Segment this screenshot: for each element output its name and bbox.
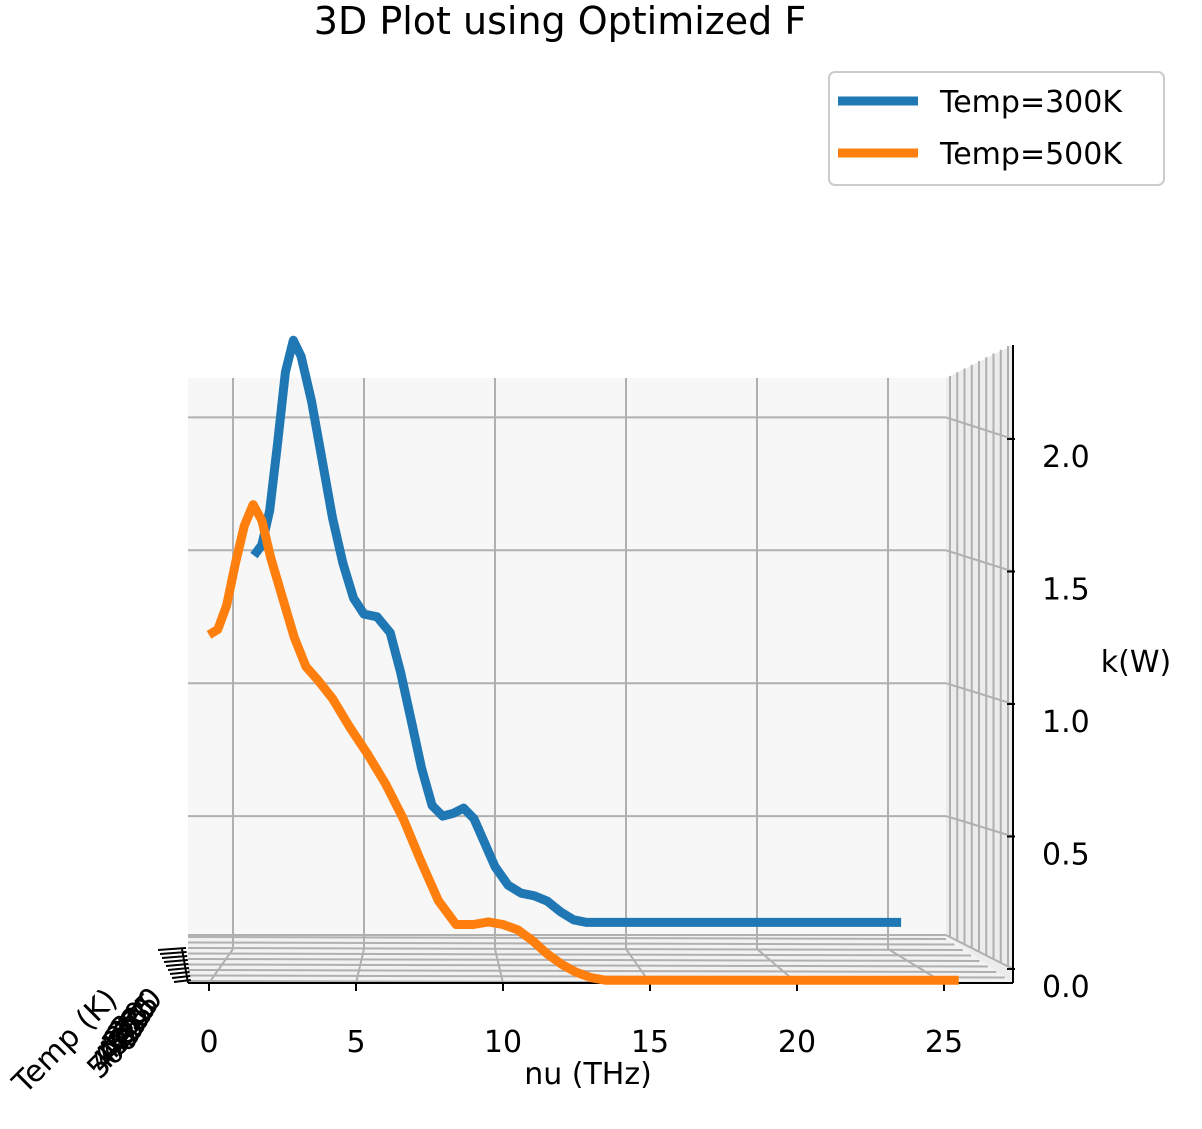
grid-depth-floor-2 — [187, 947, 963, 951]
chart-title: 3D Plot using Optimized F — [314, 0, 806, 43]
series-line-0 — [250, 335, 902, 927]
z-tick-label-2: 1.0 — [1042, 705, 1090, 740]
grid-depth-floor-3 — [187, 952, 972, 957]
temp-tick-3 — [163, 959, 188, 963]
series-lines — [206, 335, 959, 985]
grid-depth-floor-0 — [187, 936, 947, 940]
temp-tick-1 — [159, 951, 187, 955]
temp-tick-4 — [165, 963, 189, 967]
grid-depth-floor-6 — [187, 969, 997, 973]
grid-depth-floor-5 — [187, 963, 988, 968]
z-axis-label: k(W) — [1101, 645, 1171, 680]
grid-depth-floor-4 — [187, 958, 980, 962]
x-axis-label: nu (THz) — [524, 1057, 652, 1092]
x-tick-label-2: 10 — [484, 1025, 522, 1060]
grid-depth-floor-1 — [187, 941, 955, 946]
legend-label-temp-300k: Temp=300K — [939, 85, 1123, 120]
temp-tick-8 — [173, 979, 191, 983]
temp-axis-line — [181, 948, 189, 984]
series-line-1 — [206, 500, 959, 985]
z-tick-label-1: 0.5 — [1042, 837, 1090, 872]
x-tick-label-0: 0 — [199, 1025, 218, 1060]
temp-tick-0 — [157, 947, 187, 951]
z-tick-label-3: 1.5 — [1042, 572, 1090, 607]
temp-tick-2 — [161, 955, 188, 959]
z-tick-label-0: 0.0 — [1042, 970, 1090, 1005]
grid-x-floor-0 — [208, 948, 234, 984]
x-tick-label-1: 5 — [346, 1025, 365, 1060]
x-tick-label-5: 25 — [925, 1025, 963, 1060]
temp-tick-5 — [167, 967, 190, 971]
x-tick-label-4: 20 — [778, 1025, 816, 1060]
temp-tick-7 — [171, 975, 191, 979]
temp-tick-6 — [169, 971, 190, 975]
x-tick-label-3: 15 — [631, 1025, 669, 1060]
temp-axis-ticks — [157, 947, 191, 983]
legend-label-temp-500k: Temp=500K — [939, 137, 1123, 172]
legend: Temp=300K Temp=500K — [828, 71, 1165, 186]
z-tick-label-4: 2.0 — [1042, 440, 1090, 475]
grid-lines — [187, 346, 1014, 984]
